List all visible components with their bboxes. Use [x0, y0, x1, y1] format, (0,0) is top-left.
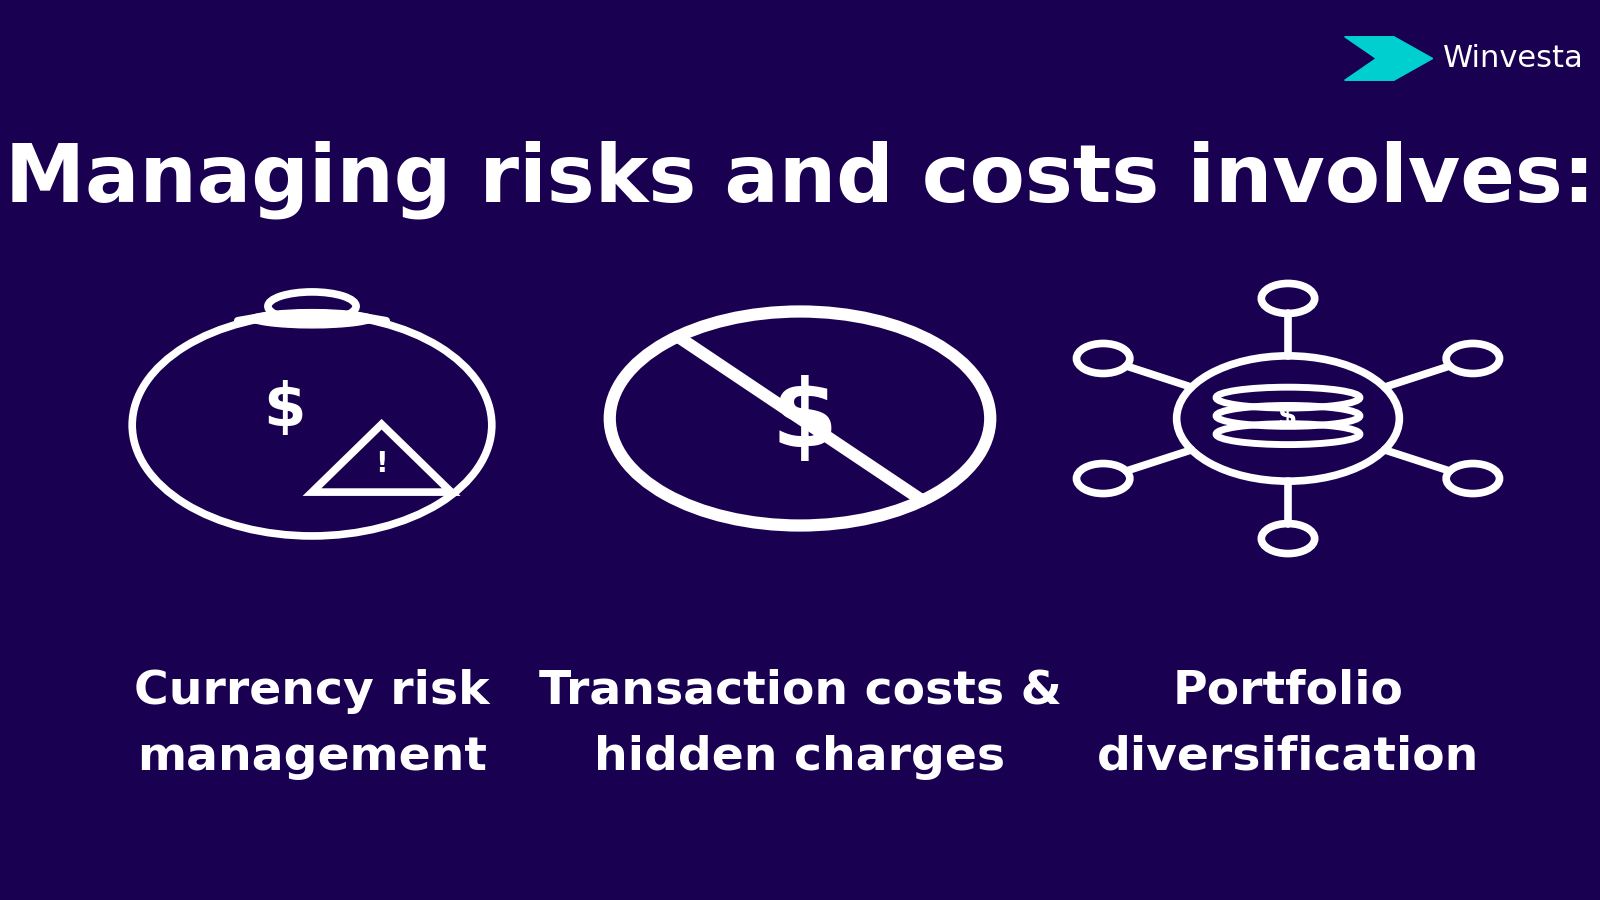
Ellipse shape [248, 310, 376, 328]
Text: Winvesta: Winvesta [1443, 44, 1584, 73]
Text: Transaction costs &
hidden charges: Transaction costs & hidden charges [539, 669, 1061, 780]
Text: Managing risks and costs involves:: Managing risks and costs involves: [5, 140, 1595, 220]
Text: Currency risk
management: Currency risk management [134, 669, 490, 780]
Text: $: $ [771, 375, 837, 467]
Polygon shape [1344, 37, 1432, 80]
Text: Portfolio
diversification: Portfolio diversification [1098, 669, 1478, 780]
Text: $: $ [1278, 403, 1298, 431]
Polygon shape [312, 424, 451, 492]
Text: !: ! [376, 450, 387, 478]
Text: $: $ [262, 380, 306, 439]
